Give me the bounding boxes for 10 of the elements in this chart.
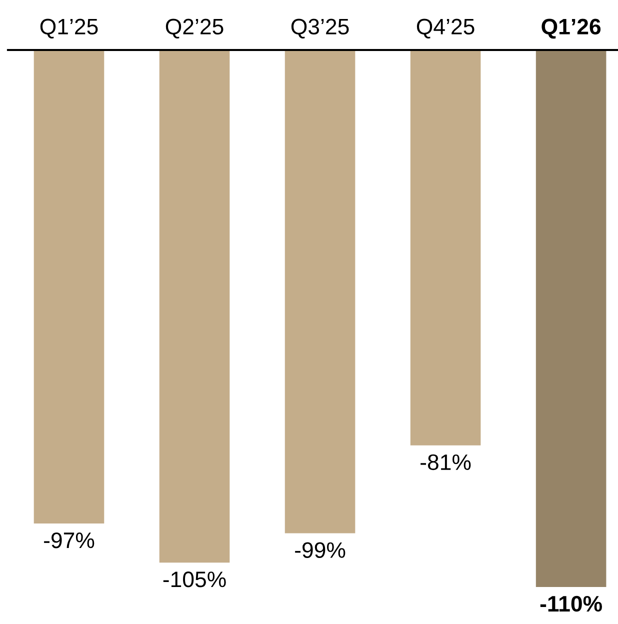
x-tick-label: Q1’26 xyxy=(542,18,601,39)
data-label: -105% xyxy=(163,572,226,588)
x-tick-label: Q3’25 xyxy=(291,18,349,38)
data-label: -110% xyxy=(540,596,602,612)
x-tick-label: Q4’25 xyxy=(416,18,474,38)
data-label: -97% xyxy=(44,532,94,548)
x-tick-label: Q2’25 xyxy=(166,18,224,38)
x-tick-label: Q1’25 xyxy=(40,18,98,38)
data-label: -81% xyxy=(420,454,471,470)
data-label: -99% xyxy=(295,542,346,558)
